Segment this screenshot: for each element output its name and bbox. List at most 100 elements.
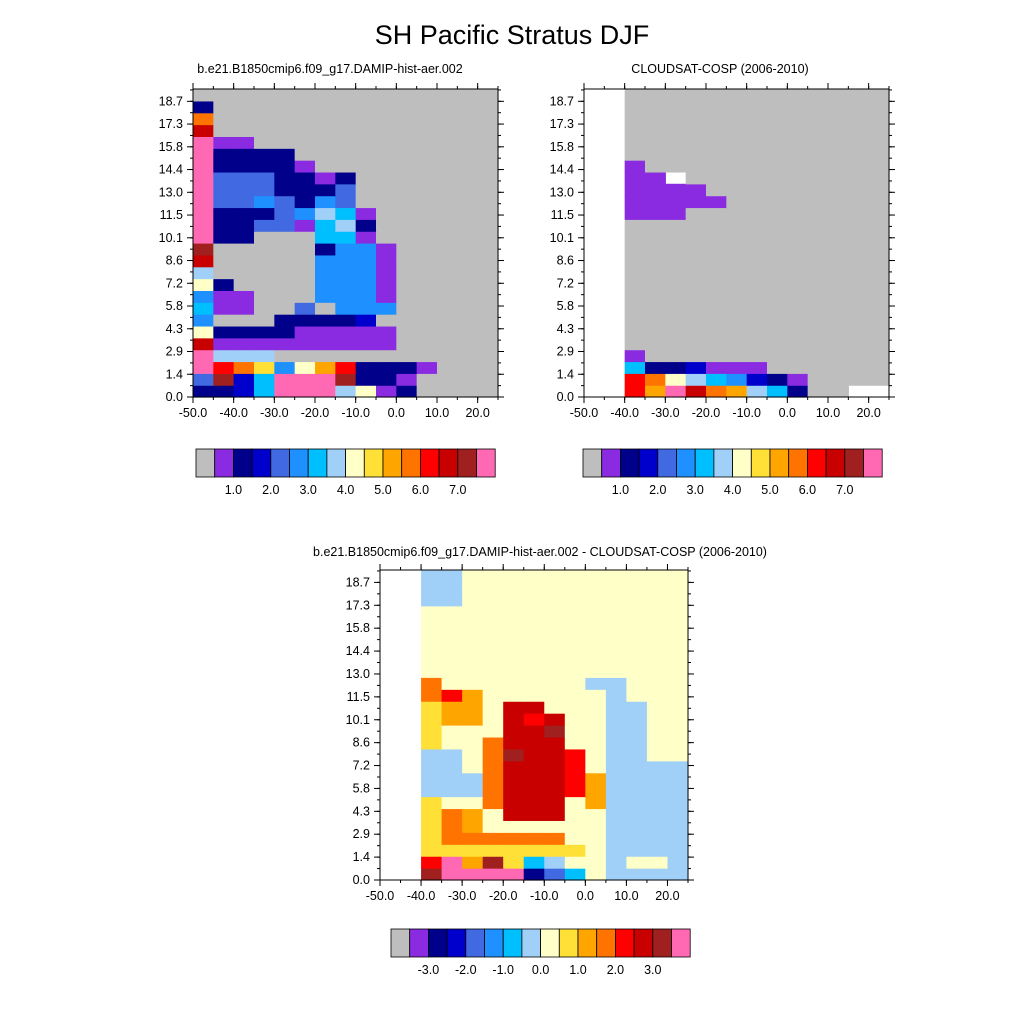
panel-title: b.e21.B1850cmip6.f09_g17.DAMIP-hist-aer.… [197,62,463,76]
heatmap-cell [667,581,689,595]
colorbar-box [521,928,541,958]
heatmap-cell [274,112,296,126]
heatmap-cell [523,844,545,857]
heatmap-cell [746,160,768,173]
heatmap-cell [585,581,607,595]
x-tick-label: 0.0 [577,889,594,900]
heatmap-cell [503,832,525,845]
heatmap-cell [706,219,727,232]
x-tick-label: 10.0 [816,406,840,420]
heatmap-cell [585,748,607,762]
heatmap-cell [482,808,504,821]
heatmap-cell [437,171,458,185]
heatmap-cell [667,605,689,619]
heatmap-cell [213,266,235,280]
heatmap-cell [868,183,890,197]
heatmap-cell [193,385,214,398]
heatmap-cell [706,100,727,114]
heatmap-cell [294,337,316,351]
heatmap-cell [315,171,336,185]
heatmap-cell [624,100,646,114]
heatmap-cell [746,266,768,280]
heatmap-cell [421,772,443,786]
heatmap-cell [482,665,504,678]
heatmap-cell [726,314,748,327]
heatmap-cell [523,856,545,869]
heatmap-cell [848,373,870,386]
heatmap-cell [376,160,397,173]
heatmap-cell [667,748,689,762]
heatmap-cell [274,124,296,137]
heatmap-cell [848,100,870,114]
heatmap-cell [726,349,748,363]
colorbar-label: 3.0 [300,483,317,497]
heatmap-cell [193,254,214,268]
heatmap-cell [767,266,788,280]
heatmap-cell [544,617,566,631]
heatmap-cell [294,171,316,185]
heatmap-cell [746,219,768,232]
heatmap-cell [626,701,648,714]
heatmap-cell [667,665,689,678]
heatmap-cell [462,832,484,845]
heatmap-cell [646,736,669,750]
heatmap-cell [665,243,687,256]
heatmap-cell [457,112,479,126]
heatmap-cell [726,243,748,256]
colorbar-label: 0.0 [532,963,549,977]
heatmap-cell [848,183,870,197]
heatmap-cell [315,160,336,173]
heatmap-cell [605,665,627,678]
heatmap-cell [828,171,849,185]
heatmap-cell [848,89,870,102]
x-tick-label: 0.0 [779,406,796,420]
heatmap-cell [667,593,689,607]
heatmap-cell [828,302,849,315]
heatmap-cell [416,171,438,185]
colorbar-box [806,448,827,478]
heatmap-cell [667,808,689,821]
colorbar-label: 5.0 [374,483,391,497]
plot-frame [192,88,499,398]
y-tick-label: 0.0 [353,873,370,887]
heatmap-cell [462,617,484,631]
heatmap-cell [523,868,545,881]
heatmap-cell [376,373,397,386]
heatmap-cell [605,856,627,869]
heatmap-cell [482,736,504,750]
heatmap-cell [523,748,545,762]
heatmap-cell [477,278,499,291]
heatmap-cell [376,302,397,315]
y-tick-label: 11.5 [160,208,183,222]
heatmap-cell [254,100,275,114]
heatmap-cell [294,314,316,327]
heatmap-cell [626,856,648,869]
heatmap-cell [523,641,545,655]
heatmap-cell [665,219,687,232]
heatmap-cell [355,160,377,173]
heatmap-cell [437,183,458,197]
heatmap-cell [787,290,809,303]
heatmap-cell [605,736,627,750]
y-tick-label: 10.1 [550,231,574,245]
heatmap-cell [396,160,418,173]
heatmap-cell [396,124,418,137]
heatmap-cell [746,337,768,351]
heatmap-cell [564,629,586,643]
heatmap-cell [477,207,499,220]
heatmap-cell [585,772,607,786]
heatmap-cell [624,231,646,244]
heatmap-cell [645,148,666,161]
heatmap-cell [441,772,463,786]
heatmap-cell [274,100,296,114]
heatmap-cell [706,373,727,386]
heatmap-cell [376,337,397,351]
heatmap-cell [274,373,296,386]
heatmap-cell [564,689,586,702]
heatmap-cell [421,689,443,702]
heatmap-cell [376,243,397,256]
heatmap-cell [626,713,648,726]
heatmap-cell [503,760,525,774]
heatmap-cell [646,581,669,595]
y-tick-label: 8.6 [166,254,183,268]
